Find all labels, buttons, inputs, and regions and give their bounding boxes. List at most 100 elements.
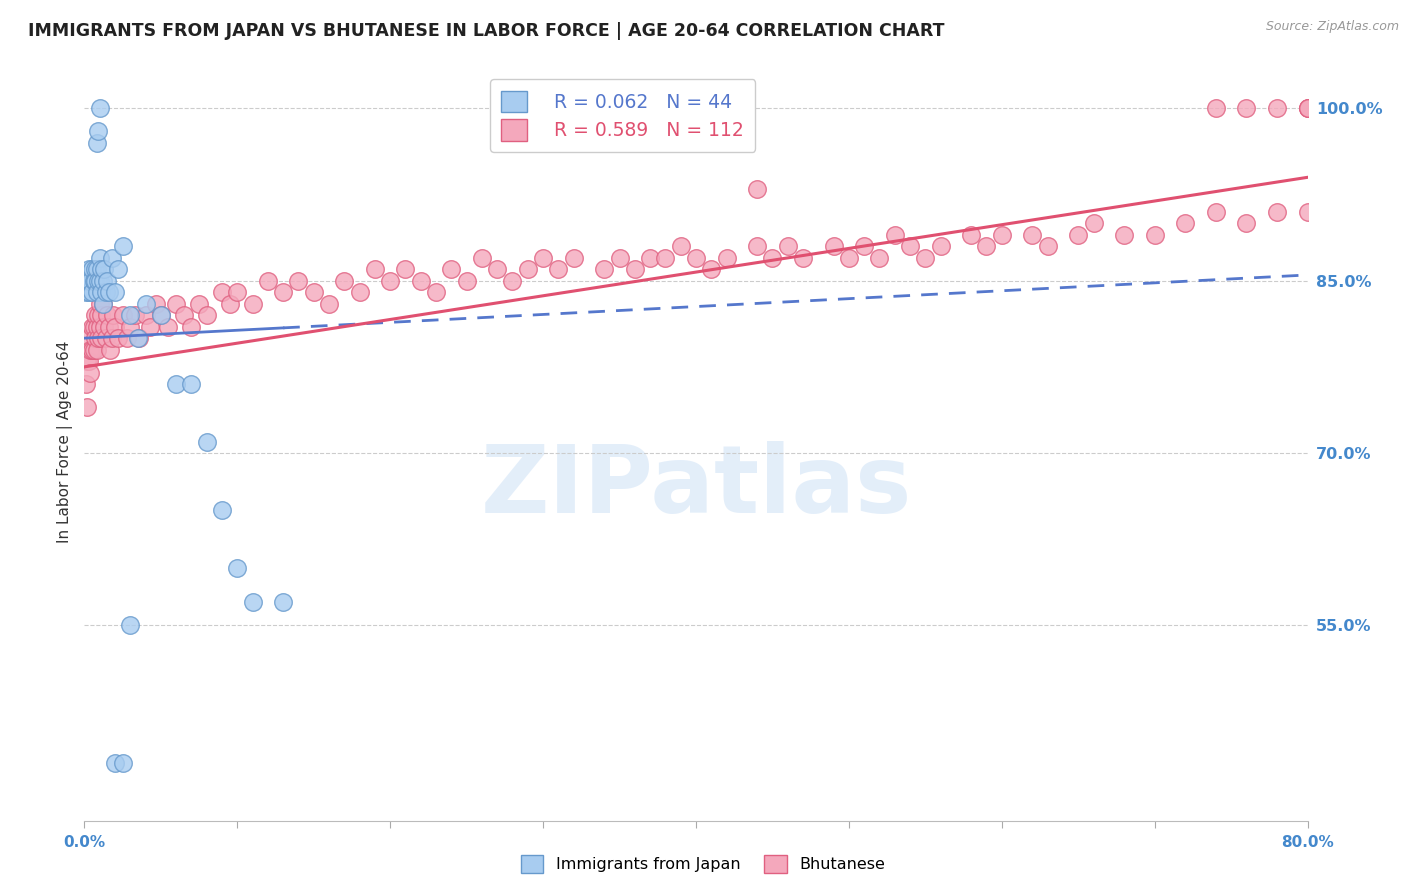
Point	[180, 377, 202, 392]
Point	[976, 239, 998, 253]
Point	[86, 136, 108, 150]
Point	[101, 251, 124, 265]
Point	[83, 319, 105, 334]
Point	[271, 285, 294, 300]
Point	[1236, 216, 1258, 230]
Point	[188, 296, 211, 310]
Point	[89, 319, 111, 334]
Point	[91, 274, 114, 288]
Point	[960, 227, 983, 242]
Point	[1205, 102, 1227, 116]
Point	[75, 285, 97, 300]
Point	[111, 308, 134, 322]
Point	[84, 274, 107, 288]
Point	[103, 308, 125, 322]
Point	[823, 239, 845, 253]
Point	[516, 262, 538, 277]
Point	[76, 274, 98, 288]
Point	[929, 239, 952, 253]
Point	[104, 285, 127, 300]
Point	[97, 319, 120, 334]
Point	[135, 296, 157, 310]
Point	[90, 262, 112, 277]
Point	[157, 319, 180, 334]
Point	[135, 308, 157, 322]
Point	[79, 343, 101, 357]
Point	[87, 331, 110, 345]
Point	[838, 251, 860, 265]
Point	[90, 308, 112, 322]
Point	[77, 331, 100, 345]
Point	[111, 756, 134, 771]
Point	[89, 274, 111, 288]
Point	[75, 377, 97, 392]
Point	[1067, 227, 1090, 242]
Point	[440, 262, 463, 277]
Point	[90, 331, 112, 345]
Point	[127, 331, 149, 345]
Point	[318, 296, 340, 310]
Point	[1174, 216, 1197, 230]
Point	[242, 595, 264, 609]
Point	[80, 262, 103, 277]
Point	[1205, 204, 1227, 219]
Point	[883, 227, 905, 242]
Point	[149, 308, 172, 322]
Point	[145, 296, 167, 310]
Point	[531, 251, 554, 265]
Point	[87, 308, 110, 322]
Point	[149, 308, 172, 322]
Point	[80, 285, 103, 300]
Point	[1143, 227, 1166, 242]
Point	[139, 319, 162, 334]
Y-axis label: In Labor Force | Age 20-64: In Labor Force | Age 20-64	[58, 341, 73, 542]
Point	[486, 262, 509, 277]
Point	[776, 239, 799, 253]
Point	[609, 251, 631, 265]
Legend: Immigrants from Japan, Bhutanese: Immigrants from Japan, Bhutanese	[515, 848, 891, 880]
Point	[89, 296, 111, 310]
Point	[87, 124, 110, 138]
Point	[83, 343, 105, 357]
Point	[364, 262, 387, 277]
Point	[257, 274, 280, 288]
Point	[638, 251, 661, 265]
Point	[111, 239, 134, 253]
Point	[898, 239, 921, 253]
Point	[853, 239, 876, 253]
Point	[91, 296, 114, 310]
Point	[79, 274, 101, 288]
Point	[409, 274, 432, 288]
Point	[242, 296, 264, 310]
Point	[124, 308, 146, 322]
Point	[471, 251, 494, 265]
Point	[394, 262, 416, 277]
Point	[1114, 227, 1136, 242]
Text: ZIPatlas: ZIPatlas	[481, 441, 911, 533]
Point	[716, 251, 738, 265]
Point	[180, 319, 202, 334]
Point	[79, 366, 101, 380]
Point	[173, 308, 195, 322]
Legend:   R = 0.062   N = 44,   R = 0.589   N = 112: R = 0.062 N = 44, R = 0.589 N = 112	[489, 79, 755, 152]
Point	[1296, 102, 1319, 116]
Point	[211, 285, 233, 300]
Point	[226, 285, 249, 300]
Point	[869, 251, 891, 265]
Point	[1021, 227, 1043, 242]
Point	[218, 296, 240, 310]
Point	[104, 756, 127, 771]
Point	[502, 274, 524, 288]
Point	[98, 343, 121, 357]
Point	[287, 274, 309, 288]
Point	[165, 377, 187, 392]
Point	[747, 182, 769, 196]
Point	[93, 262, 115, 277]
Point	[86, 262, 108, 277]
Point	[456, 274, 478, 288]
Point	[80, 343, 103, 357]
Point	[86, 285, 108, 300]
Point	[685, 251, 707, 265]
Point	[90, 285, 112, 300]
Point	[86, 343, 108, 357]
